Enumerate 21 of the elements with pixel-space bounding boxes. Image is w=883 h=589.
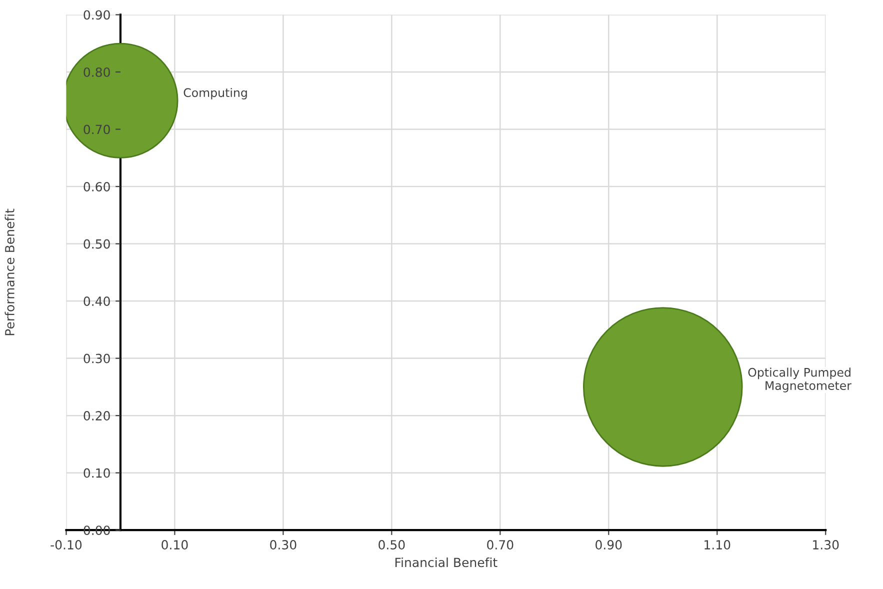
- x-tick-label: 0.50: [378, 540, 405, 550]
- y-tick-label: 0.60: [84, 182, 110, 192]
- x-tick-label: 1.10: [704, 540, 730, 550]
- y-tick-label: 0.40: [84, 296, 110, 306]
- x-tick-label: 1.30: [813, 540, 839, 550]
- x-tick-label: -0.10: [50, 540, 82, 550]
- series-label: Computing: [184, 88, 247, 100]
- x-tick-label: 0.10: [162, 540, 188, 550]
- x-tick-label: 0.30: [270, 540, 296, 550]
- series-label: Optically Pumped Magnetometer: [748, 368, 852, 392]
- x-tick-label: 0.70: [487, 540, 514, 550]
- y-tick-label: 0.10: [84, 468, 110, 478]
- y-tick-label: 0.30: [84, 354, 110, 364]
- y-tick-label: 0.90: [84, 10, 110, 20]
- x-axis-title: Financial Benefit: [395, 557, 498, 568]
- y-tick-label: 0.70: [84, 124, 110, 134]
- y-tick-label: 0.20: [84, 411, 110, 420]
- x-tick-label: 0.90: [596, 540, 622, 550]
- y-tick-label: 0.80: [84, 67, 110, 77]
- y-axis-title: Performance Benefit: [4, 208, 14, 336]
- y-tick-label: 0.50: [84, 239, 110, 249]
